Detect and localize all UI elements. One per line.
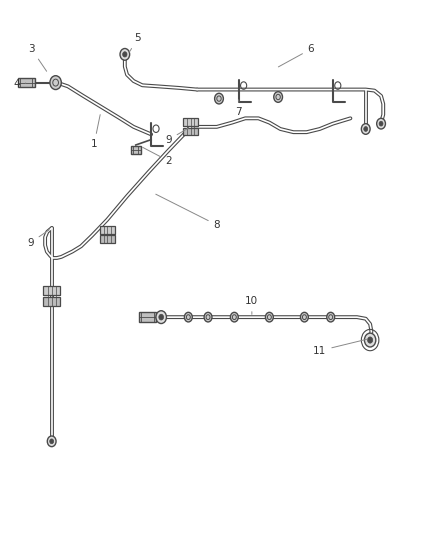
Circle shape (156, 311, 166, 324)
Circle shape (123, 52, 127, 57)
Text: 10: 10 (245, 296, 258, 314)
Circle shape (120, 49, 130, 60)
Circle shape (204, 312, 212, 322)
Bar (183, 128, 198, 135)
Text: 3: 3 (28, 44, 46, 71)
Circle shape (364, 126, 367, 132)
Text: 9: 9 (165, 128, 188, 144)
Bar (18, 78, 35, 87)
Circle shape (327, 312, 335, 322)
Circle shape (361, 124, 370, 134)
Circle shape (367, 337, 373, 343)
Circle shape (49, 439, 53, 443)
Text: 6: 6 (279, 44, 314, 67)
Text: 8: 8 (156, 194, 220, 230)
Circle shape (159, 314, 163, 320)
Circle shape (274, 92, 283, 102)
Bar (100, 226, 115, 233)
Text: 7: 7 (235, 100, 242, 117)
Text: 11: 11 (313, 339, 367, 356)
Circle shape (364, 333, 376, 347)
Bar (43, 286, 60, 295)
Text: 9: 9 (27, 230, 49, 247)
Bar (43, 297, 60, 306)
Circle shape (265, 312, 273, 322)
Circle shape (215, 93, 223, 104)
Bar (100, 236, 115, 243)
Text: 4: 4 (13, 79, 26, 89)
Bar (139, 312, 156, 322)
Text: 5: 5 (129, 34, 141, 52)
Text: 2: 2 (143, 147, 172, 166)
Circle shape (300, 312, 308, 322)
Circle shape (377, 118, 385, 129)
Circle shape (184, 312, 192, 322)
Circle shape (230, 312, 238, 322)
Bar (183, 118, 198, 126)
Circle shape (379, 122, 383, 126)
Bar (131, 146, 141, 155)
Text: 1: 1 (91, 115, 100, 149)
Circle shape (47, 436, 56, 447)
Circle shape (50, 76, 61, 90)
